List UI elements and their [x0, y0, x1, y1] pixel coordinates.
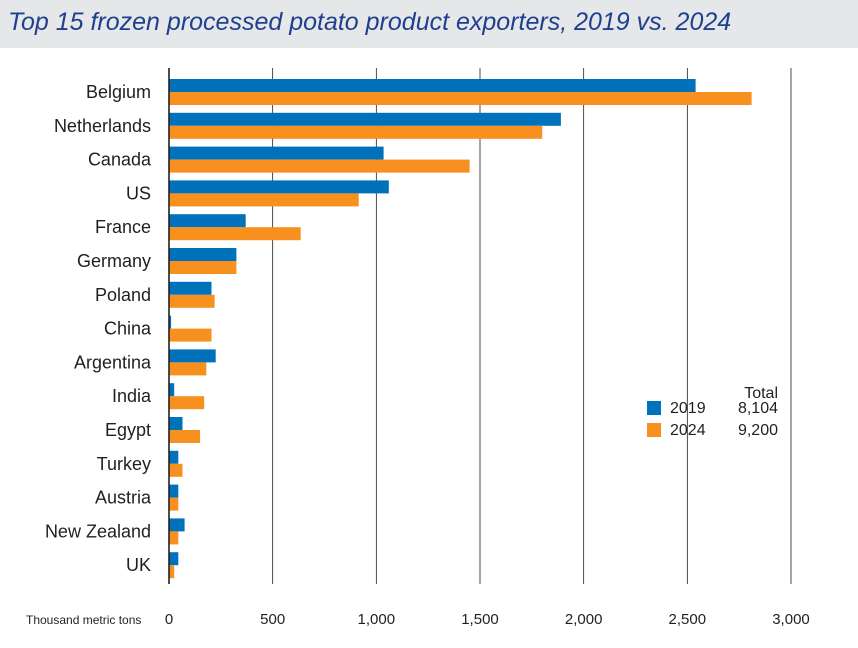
category-labels: Belgium Netherlands Canada US France Germany P…	[45, 82, 152, 575]
bar-egypt-2024	[169, 430, 201, 443]
category-label-argentina: Argentina	[74, 352, 152, 372]
category-label-us: US	[126, 183, 151, 203]
bar-turkey-2024	[169, 463, 183, 477]
legend-total-2024: 9,200	[738, 422, 778, 439]
category-label-china: China	[104, 319, 152, 339]
bar-netherlands-2024	[169, 125, 543, 139]
category-label-france: France	[95, 217, 151, 237]
category-label-belgium: Belgium	[86, 82, 151, 102]
bar-canada-2019	[169, 146, 384, 160]
x-tick-label-1000: 1,000	[358, 611, 396, 628]
legend-swatch-2019	[647, 401, 661, 415]
x-axis-label: Thousand metric tons	[26, 613, 141, 627]
bar-china-2019	[169, 315, 172, 329]
bars	[169, 79, 752, 579]
x-tick-label-500: 500	[260, 611, 285, 628]
category-label-netherlands: Netherlands	[54, 116, 151, 136]
x-tick-label-2500: 2,500	[669, 611, 707, 628]
x-tick-labels: 0 500 1,000 1,500 2,000 2,500 3,000	[165, 611, 810, 628]
legend-label-2019: 2019	[670, 400, 706, 417]
bar-germany-2024	[169, 261, 237, 274]
legend-total-2019: 8,104	[738, 400, 778, 417]
bar-egypt-2019	[169, 417, 183, 430]
bar-india-2024	[169, 396, 205, 410]
bar-uk-2024	[169, 565, 175, 579]
bar-canada-2024	[169, 159, 470, 173]
category-label-india: India	[112, 386, 152, 406]
bar-india-2019	[169, 383, 175, 397]
bar-germany-2019	[169, 248, 237, 261]
legend-label-2024: 2024	[670, 422, 706, 439]
gridlines	[272, 68, 792, 584]
category-label-canada: Canada	[88, 150, 152, 170]
category-label-new-zealand: New Zealand	[45, 521, 151, 541]
bar-new-zealand-2019	[169, 518, 185, 532]
x-tick-label-2000: 2,000	[565, 611, 603, 628]
title-band	[0, 0, 858, 48]
bar-new-zealand-2024	[169, 531, 179, 545]
bar-poland-2024	[169, 294, 215, 308]
category-label-poland: Poland	[95, 285, 151, 305]
category-label-austria: Austria	[95, 488, 152, 508]
legend: Total 2019 8,104 2024 9,200	[647, 385, 778, 439]
legend-header: Total	[744, 385, 778, 402]
bar-france-2024	[169, 227, 301, 241]
x-tick-label-0: 0	[165, 611, 173, 628]
legend-swatch-2024	[647, 423, 661, 437]
x-tick-label-3000: 3,000	[772, 611, 810, 628]
bar-austria-2024	[169, 497, 179, 511]
bar-poland-2019	[169, 281, 212, 295]
category-label-turkey: Turkey	[97, 454, 151, 474]
bar-argentina-2024	[169, 362, 207, 376]
x-tick-label-1500: 1,500	[461, 611, 499, 628]
bar-turkey-2019	[169, 450, 179, 464]
bar-belgium-2024	[169, 92, 752, 105]
chart-title: Top 15 frozen processed potato product e…	[8, 8, 732, 36]
bar-argentina-2019	[169, 349, 216, 363]
bar-uk-2019	[169, 552, 179, 566]
bar-belgium-2019	[169, 79, 696, 92]
bar-us-2019	[169, 180, 389, 194]
bar-austria-2019	[169, 484, 179, 498]
category-label-egypt: Egypt	[105, 420, 151, 440]
bar-netherlands-2019	[169, 112, 561, 126]
category-label-uk: UK	[126, 555, 151, 575]
bar-us-2024	[169, 193, 359, 207]
category-label-germany: Germany	[77, 251, 151, 271]
bar-france-2019	[169, 214, 246, 228]
bar-china-2024	[169, 328, 212, 342]
